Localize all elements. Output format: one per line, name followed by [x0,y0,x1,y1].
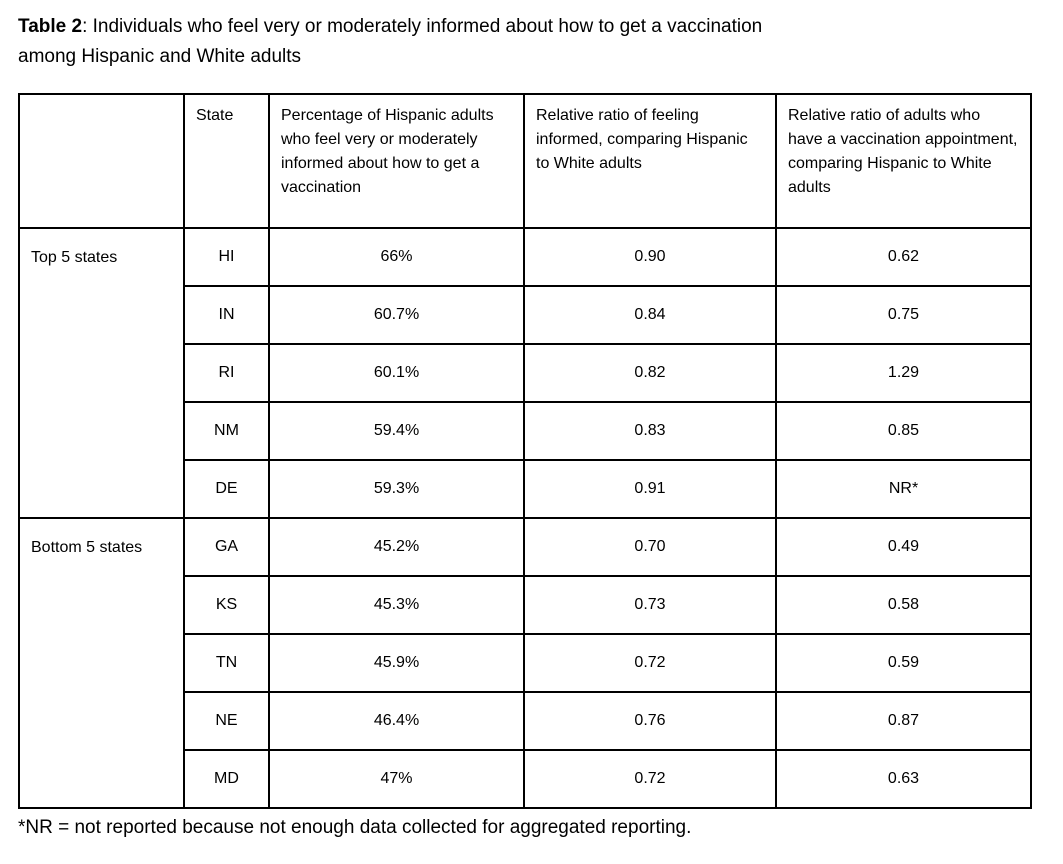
ratio-appointment-cell: 0.62 [775,227,1032,287]
table-title: Table 2: Individuals who feel very or mo… [18,12,1045,72]
table-title-text: : Individuals who feel very or moderatel… [82,16,763,37]
group-label-top5: Top 5 states [18,227,185,519]
state-cell: GA [183,517,270,577]
ratio-appointment-cell: 0.85 [775,401,1032,461]
table-title-label: Table 2 [18,16,83,37]
ratio-informed-cell: 0.73 [523,575,777,635]
table-row: TN 45.9% 0.72 0.59 [19,633,1032,693]
header-percentage-informed: Percentage of Hispanic adults who feel v… [268,93,525,229]
percentage-cell: 66% [268,227,525,287]
table-row: Top 5 states HI 66% 0.90 0.62 [18,227,1032,519]
percentage-cell: 59.4% [268,401,525,461]
state-cell: HI [183,227,270,287]
group-label-bottom5: Bottom 5 states [18,517,185,809]
table-title-text-line2: among Hispanic and White adults [18,46,302,67]
ratio-appointment-cell: 0.49 [775,517,1032,577]
ratio-appointment-cell: 0.63 [775,749,1032,809]
header-group-cell [18,93,185,229]
percentage-cell: 47% [268,749,525,809]
ratio-informed-cell: 0.84 [523,285,777,345]
ratio-informed-cell: 0.82 [523,343,777,403]
ratio-informed-cell: 0.91 [523,459,777,519]
ratio-appointment-cell: 0.58 [775,575,1032,635]
table-row: Bottom 5 states GA 45.2% 0.70 0.49 [18,517,1032,809]
ratio-appointment-cell: NR* [775,459,1032,519]
ratio-informed-cell: 0.90 [523,227,777,287]
ratio-informed-cell: 0.72 [523,633,777,693]
table-row: KS 45.3% 0.73 0.58 [19,575,1032,635]
header-ratio-informed: Relative ratio of feeling informed, comp… [523,93,777,229]
table-2: State Percentage of Hispanic adults who … [18,93,1032,809]
state-cell: NM [183,401,270,461]
table-row: IN 60.7% 0.84 0.75 [19,285,1032,345]
ratio-informed-cell: 0.72 [523,749,777,809]
percentage-cell: 45.2% [268,517,525,577]
ratio-appointment-cell: 1.29 [775,343,1032,403]
state-cell: TN [183,633,270,693]
ratio-informed-cell: 0.70 [523,517,777,577]
table-row: NE 46.4% 0.76 0.87 [19,691,1032,751]
header-state: State [183,93,270,229]
table-row: DE 59.3% 0.91 NR* [19,459,1032,519]
percentage-cell: 46.4% [268,691,525,751]
state-cell: RI [183,343,270,403]
ratio-appointment-cell: 0.75 [775,285,1032,345]
percentage-cell: 45.9% [268,633,525,693]
table-row: RI 60.1% 0.82 1.29 [19,343,1032,403]
ratio-informed-cell: 0.83 [523,401,777,461]
state-cell: KS [183,575,270,635]
header-row: State Percentage of Hispanic adults who … [18,93,1032,229]
nr-footnote: *NR = not reported because not enough da… [18,817,692,838]
state-cell: IN [183,285,270,345]
state-cell: DE [183,459,270,519]
ratio-appointment-cell: 0.87 [775,691,1032,751]
percentage-cell: 60.1% [268,343,525,403]
table-row: NM 59.4% 0.83 0.85 [19,401,1032,461]
ratio-informed-cell: 0.76 [523,691,777,751]
state-cell: MD [183,749,270,809]
percentage-cell: 59.3% [268,459,525,519]
percentage-cell: 45.3% [268,575,525,635]
table-row: MD 47% 0.72 0.63 [19,749,1032,809]
header-ratio-appointment: Relative ratio of adults who have a vacc… [775,93,1032,229]
state-cell: NE [183,691,270,751]
ratio-appointment-cell: 0.59 [775,633,1032,693]
percentage-cell: 60.7% [268,285,525,345]
